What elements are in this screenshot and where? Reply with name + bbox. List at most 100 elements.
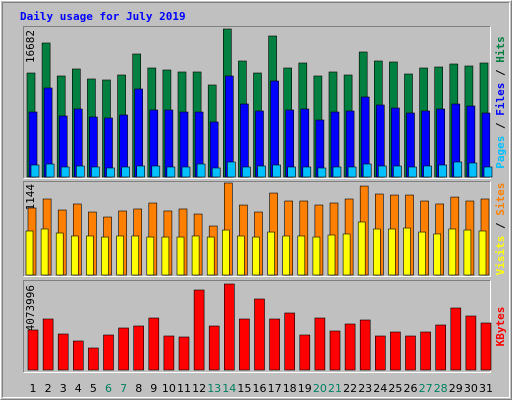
bar <box>438 164 448 178</box>
x-tick-label: 15 <box>237 382 251 395</box>
bar <box>133 325 144 371</box>
x-tick-label: 19 <box>298 382 312 395</box>
bar <box>480 322 492 371</box>
legend-entry: Pages <box>494 136 507 169</box>
x-tick-label: 18 <box>283 382 297 395</box>
legend-entry: KBytes <box>494 307 507 347</box>
x-tick-label: 7 <box>120 382 127 395</box>
bar <box>191 235 200 276</box>
x-tick-label: 21 <box>328 382 342 395</box>
legend-entry: Hits <box>494 36 507 63</box>
bar <box>27 329 39 371</box>
bar <box>418 231 426 276</box>
bar <box>193 289 205 371</box>
bar <box>403 227 411 276</box>
bar <box>181 166 191 178</box>
x-tick-label: 25 <box>388 382 402 395</box>
x-tick-label: 1 <box>30 382 37 395</box>
bar <box>55 232 64 276</box>
bar <box>252 236 260 276</box>
bar <box>332 166 342 178</box>
bar <box>450 307 462 371</box>
panel-light <box>23 26 491 179</box>
bar <box>408 166 417 178</box>
bar <box>267 231 275 276</box>
bar <box>86 235 94 276</box>
x-tick-label: 13 <box>207 382 221 395</box>
bar <box>302 166 312 178</box>
x-tick-label: 29 <box>449 382 463 395</box>
bar <box>297 235 306 276</box>
legend: KBytes <box>494 307 507 347</box>
bar <box>468 162 478 178</box>
legend: Visits / Sites <box>494 183 507 276</box>
bar <box>272 164 281 178</box>
x-tick-label: 17 <box>268 382 282 395</box>
legend-entry: Sites <box>494 183 507 216</box>
bar <box>269 318 280 371</box>
bar <box>344 323 356 371</box>
bar <box>57 333 69 371</box>
x-tick-label: 9 <box>150 382 157 395</box>
bar <box>163 335 175 371</box>
x-tick-label: 2 <box>45 382 52 395</box>
legend-separator: / <box>494 63 507 83</box>
bar <box>43 87 53 178</box>
bar <box>284 312 296 371</box>
bar <box>42 318 54 371</box>
x-tick-label: 31 <box>479 382 493 395</box>
bar <box>211 167 221 178</box>
bar <box>312 236 321 276</box>
x-tick-label: 20 <box>313 382 327 395</box>
bar <box>45 163 55 178</box>
bar <box>88 347 99 371</box>
bar <box>40 228 49 276</box>
bar <box>314 317 326 371</box>
bar <box>329 330 341 371</box>
y-max-label: 1144 <box>24 184 37 211</box>
bar <box>136 165 145 178</box>
bar <box>206 236 215 276</box>
x-tick-label: 12 <box>192 382 206 395</box>
x-tick-label: 16 <box>253 382 267 395</box>
bar <box>237 235 245 276</box>
x-tick-label: 10 <box>162 382 176 395</box>
bar <box>299 334 311 371</box>
bar <box>390 331 401 371</box>
bar <box>483 166 493 178</box>
panel-light <box>23 280 491 373</box>
bar <box>420 331 431 371</box>
bar <box>327 234 336 276</box>
x-tick-label: 14 <box>222 382 236 395</box>
x-tick-label: 27 <box>419 382 433 395</box>
legend-separator: / <box>494 116 507 136</box>
x-tick-label: 23 <box>358 382 372 395</box>
bar <box>362 163 372 178</box>
bar <box>240 103 249 178</box>
bar <box>423 165 432 178</box>
bar <box>161 236 170 276</box>
chart-title: Daily usage for July 2019 <box>20 10 186 23</box>
bar <box>359 319 371 371</box>
bar <box>103 334 114 371</box>
y-max-label: 4073996 <box>24 285 37 331</box>
bar <box>317 167 327 178</box>
bar <box>227 161 236 178</box>
panel-shadow <box>23 26 491 179</box>
bar <box>357 221 366 276</box>
bar <box>148 317 160 371</box>
x-tick-label: 5 <box>90 382 97 395</box>
bar <box>254 298 265 371</box>
bar <box>224 283 235 371</box>
bar <box>106 167 115 178</box>
bar <box>30 164 40 178</box>
legend-entry: Visits <box>494 236 507 276</box>
bar <box>176 236 185 276</box>
bar <box>134 88 143 178</box>
bar <box>131 235 139 276</box>
